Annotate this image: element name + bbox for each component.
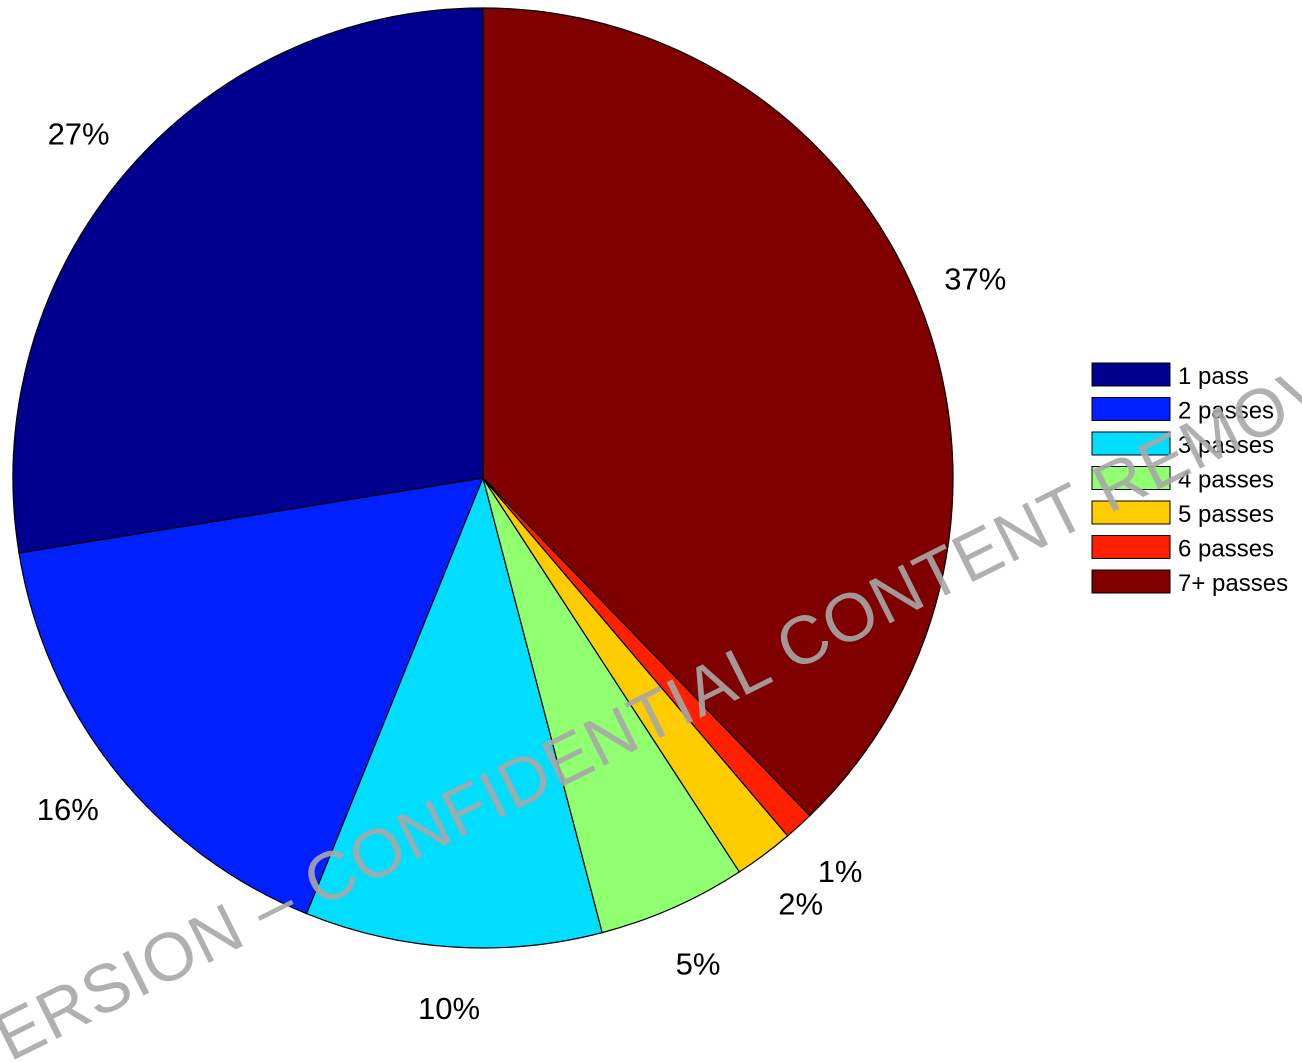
legend-label-5: 5 passes [1178, 501, 1274, 528]
pie-slices [12, 7, 954, 949]
percent-label-3: 10% [418, 991, 480, 1026]
legend-label-7: 7+ passes [1178, 570, 1288, 597]
legend-swatch-5 [1091, 500, 1171, 525]
legend-swatch-3 [1091, 431, 1171, 456]
pie-slice-2 [18, 477, 484, 915]
legend: 1 pass 2 passes 3 passes 4 passes 5 passes 6 … [1091, 362, 1288, 597]
percent-label-7: 37% [944, 262, 1006, 297]
pie-slice-1 [12, 7, 484, 554]
legend-swatch-6 [1091, 535, 1171, 559]
percent-label-1: 27% [48, 117, 110, 152]
percent-label-6: 1% [818, 854, 863, 889]
legend-label-6: 6 passes [1178, 536, 1274, 563]
legend-swatch-4 [1091, 466, 1171, 490]
pie-slice-7 [482, 7, 954, 817]
legend-label-2: 2 passes [1178, 398, 1274, 425]
percent-label-4: 5% [676, 947, 721, 982]
legend-swatch-7 [1091, 569, 1171, 594]
percent-label-5: 2% [778, 887, 823, 922]
legend-swatch-2 [1091, 397, 1171, 421]
legend-swatch-1 [1091, 362, 1171, 387]
legend-label-1: 1 pass [1178, 363, 1249, 390]
pie-slice-3 [305, 476, 603, 949]
legend-label-3: 3 passes [1178, 432, 1274, 459]
pie-slice-4 [482, 477, 741, 934]
percent-label-2: 16% [37, 792, 99, 827]
legend-label-4: 4 passes [1178, 467, 1274, 494]
percent-labels: 27% 16% 10% 5% 2%1% 37% [37, 117, 1007, 1026]
